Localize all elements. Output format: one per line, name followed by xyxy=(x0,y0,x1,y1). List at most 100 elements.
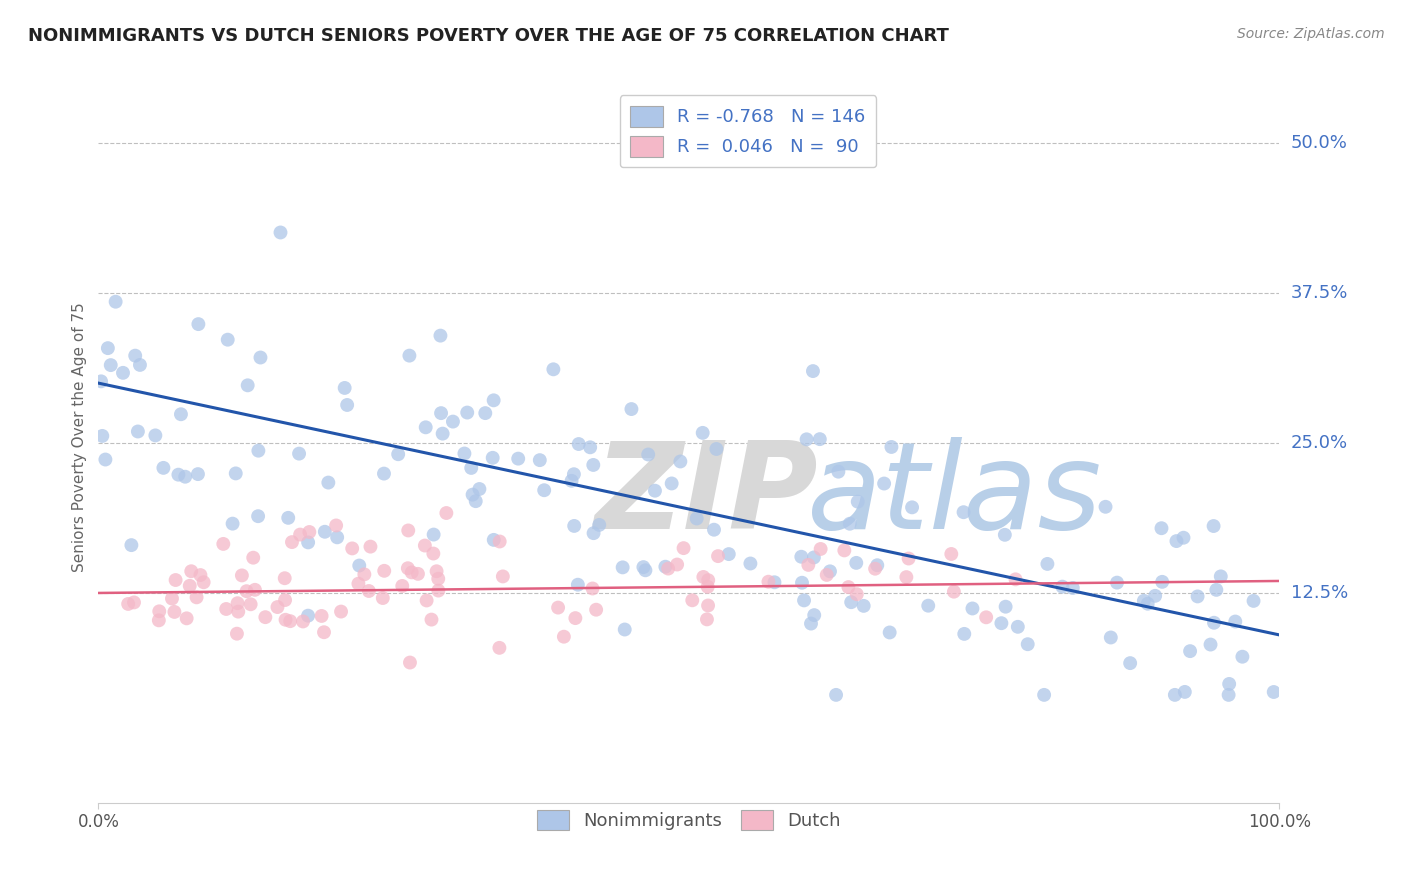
Point xyxy=(793,593,815,607)
Point xyxy=(681,593,703,607)
Point xyxy=(1144,589,1167,603)
Point xyxy=(292,615,315,629)
Point xyxy=(460,461,482,475)
Point xyxy=(654,559,676,574)
Point xyxy=(326,530,349,544)
Point xyxy=(800,616,823,631)
Point xyxy=(974,610,997,624)
Point xyxy=(396,524,419,538)
Point xyxy=(564,611,586,625)
Point xyxy=(612,560,634,574)
Point xyxy=(633,560,655,574)
Point xyxy=(330,605,353,619)
Point xyxy=(347,576,370,591)
Point xyxy=(236,378,259,392)
Point xyxy=(254,610,277,624)
Point xyxy=(686,511,709,525)
Point xyxy=(278,614,301,628)
Point xyxy=(582,458,605,472)
Point xyxy=(1133,594,1156,608)
Point xyxy=(697,573,720,587)
Point xyxy=(90,375,112,389)
Point xyxy=(852,599,875,613)
Point xyxy=(818,565,841,579)
Point xyxy=(401,566,423,580)
Point xyxy=(613,623,636,637)
Point xyxy=(124,349,146,363)
Point xyxy=(1164,688,1187,702)
Point xyxy=(620,402,643,417)
Point xyxy=(311,609,333,624)
Point xyxy=(1152,574,1174,589)
Point xyxy=(239,597,262,611)
Point xyxy=(1062,581,1084,595)
Point xyxy=(415,593,437,607)
Point xyxy=(1263,685,1285,699)
Point xyxy=(1099,631,1122,645)
Point xyxy=(1036,557,1059,571)
Point xyxy=(1205,582,1227,597)
Point xyxy=(669,454,692,468)
Point xyxy=(1007,620,1029,634)
Point xyxy=(953,627,976,641)
Point xyxy=(461,488,484,502)
Point xyxy=(482,393,505,408)
Point xyxy=(217,333,239,347)
Point xyxy=(692,425,714,440)
Point xyxy=(803,550,825,565)
Point xyxy=(215,602,238,616)
Point xyxy=(333,381,356,395)
Point xyxy=(464,494,486,508)
Point xyxy=(1178,644,1201,658)
Point xyxy=(790,575,813,590)
Point xyxy=(1243,594,1265,608)
Point xyxy=(1017,637,1039,651)
Point xyxy=(1033,688,1056,702)
Point xyxy=(839,595,862,609)
Point xyxy=(453,446,475,460)
Point xyxy=(441,415,464,429)
Point xyxy=(398,349,420,363)
Point xyxy=(942,584,965,599)
Point xyxy=(588,517,610,532)
Point xyxy=(863,562,886,576)
Point xyxy=(492,569,515,583)
Point xyxy=(160,591,183,606)
Point xyxy=(845,587,868,601)
Point xyxy=(1209,569,1232,583)
Point xyxy=(553,630,575,644)
Point xyxy=(242,550,264,565)
Point xyxy=(342,541,364,556)
Point xyxy=(225,467,247,481)
Point xyxy=(179,579,201,593)
Point xyxy=(562,519,585,533)
Point xyxy=(288,447,311,461)
Point xyxy=(387,447,409,461)
Point xyxy=(873,476,896,491)
Point xyxy=(815,568,838,582)
Text: 50.0%: 50.0% xyxy=(1291,135,1347,153)
Point xyxy=(706,442,728,456)
Point xyxy=(880,440,903,454)
Point xyxy=(1136,597,1159,611)
Point xyxy=(740,557,762,571)
Point xyxy=(529,453,551,467)
Point xyxy=(758,574,780,589)
Point xyxy=(637,448,659,462)
Point xyxy=(1202,615,1225,630)
Point xyxy=(581,582,603,596)
Point xyxy=(1218,677,1240,691)
Point xyxy=(763,575,786,590)
Point xyxy=(187,317,209,331)
Point xyxy=(111,366,134,380)
Point xyxy=(488,534,510,549)
Point xyxy=(373,564,395,578)
Point xyxy=(801,364,824,378)
Point xyxy=(167,467,190,482)
Point xyxy=(707,549,730,563)
Point xyxy=(100,358,122,372)
Point xyxy=(917,599,939,613)
Point xyxy=(426,564,449,578)
Point xyxy=(952,505,974,519)
Point xyxy=(879,625,901,640)
